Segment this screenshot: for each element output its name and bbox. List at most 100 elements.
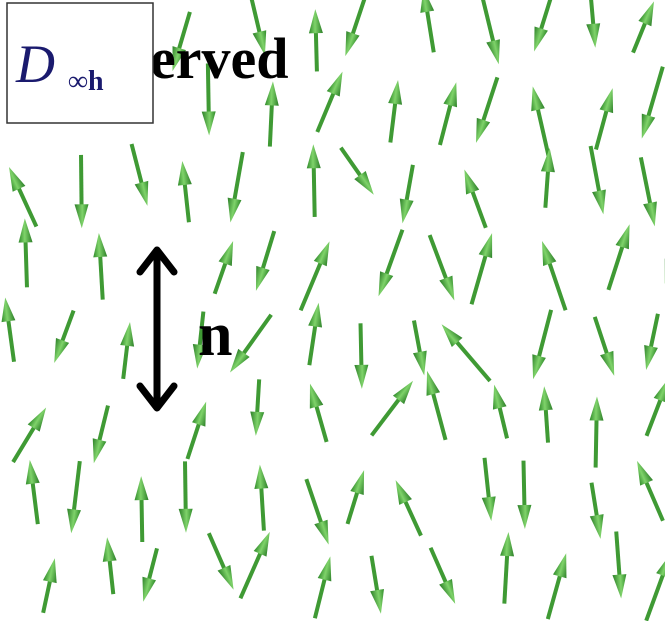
arrow-head	[590, 514, 608, 540]
arrow-shaft	[596, 414, 597, 467]
arrow-head	[23, 459, 40, 485]
molecule-arrow	[300, 477, 336, 547]
arrow-head	[75, 204, 89, 228]
arrow-head	[612, 574, 628, 599]
molecule-arrow	[365, 555, 388, 615]
arrow-head	[120, 321, 137, 346]
arrow-head	[553, 551, 573, 578]
molecule-arrow	[294, 239, 336, 313]
molecule-arrow	[335, 144, 379, 199]
molecule-arrow	[234, 529, 276, 601]
arrow-head	[370, 589, 388, 615]
arrow-head	[590, 396, 604, 420]
arrow-head	[100, 537, 117, 562]
arrow-shaft	[261, 483, 264, 531]
molecule-arrow	[407, 319, 431, 377]
molecule-arrow	[640, 375, 665, 438]
arrow-head	[64, 509, 81, 534]
symmetry-symbol: D	[15, 34, 55, 94]
molecule-arrow	[526, 308, 558, 381]
molecule-arrow	[125, 142, 154, 207]
molecule-arrow	[341, 468, 371, 526]
arrow-head	[643, 201, 661, 227]
arrow-head	[92, 233, 107, 258]
molecule-arrow	[74, 155, 89, 229]
molecule-arrow	[585, 482, 608, 540]
arrow-shaft	[523, 461, 524, 511]
molecule-arrow	[308, 9, 324, 72]
arrow-shaft	[234, 152, 243, 205]
arrow-shaft	[647, 67, 663, 122]
molecule-arrow	[23, 459, 45, 525]
arrow-shaft	[647, 395, 663, 436]
arrow-head	[218, 565, 240, 593]
molecule-arrow	[417, 0, 441, 53]
arrow-head	[600, 351, 621, 378]
molecule-arrow	[458, 167, 493, 230]
arrow-shaft	[595, 317, 609, 359]
arrow-shaft	[548, 258, 566, 310]
arrow-shaft	[608, 241, 624, 289]
molecule-arrow	[538, 147, 556, 208]
arrow-shaft	[351, 0, 365, 39]
arrow-head	[526, 354, 546, 381]
arrow-head	[500, 532, 515, 557]
arrow-shaft	[13, 423, 37, 462]
molecule-arrow	[537, 386, 555, 443]
arrow-shaft	[301, 258, 323, 310]
molecule-arrow	[18, 218, 34, 287]
arrow-head	[487, 383, 506, 410]
molecule-arrow	[535, 239, 572, 313]
arrow-shaft	[361, 323, 362, 371]
arrow-shaft	[453, 338, 490, 381]
arrow-shaft	[390, 98, 395, 143]
arrow-shaft	[485, 458, 490, 503]
molecule-arrow	[478, 457, 499, 522]
arrow-head	[249, 266, 269, 293]
arrow-shaft	[185, 461, 186, 514]
molecule-arrow	[396, 164, 420, 225]
molecule-arrow	[627, 0, 661, 55]
molecule-arrow	[634, 156, 662, 228]
arrow-shaft	[309, 321, 316, 366]
arrow-head	[413, 351, 431, 377]
arrow-head	[308, 302, 325, 328]
arrow-shaft	[187, 419, 200, 459]
arrow-head	[592, 190, 610, 216]
molecule-arrow	[658, 224, 665, 285]
arrow-shaft	[184, 179, 189, 222]
molecule-arrow	[249, 379, 266, 436]
arrow-shaft	[641, 157, 651, 208]
molecule-arrow	[640, 551, 665, 621]
arrow-head	[254, 529, 276, 557]
molecule-arrow	[253, 464, 271, 531]
arrow-shaft	[371, 556, 378, 596]
arrow-shaft	[270, 99, 272, 146]
molecule-arrow	[0, 297, 21, 363]
molecule-arrow	[516, 460, 531, 529]
arrow-head	[482, 496, 498, 521]
background-text: erved	[150, 26, 289, 91]
arrow-head	[135, 181, 155, 208]
arrow-shaft	[306, 479, 323, 528]
arrow-head	[635, 114, 655, 141]
molecule-arrow	[588, 315, 621, 378]
arrow-shaft	[8, 315, 14, 361]
arrow-head	[372, 271, 393, 298]
molecule-arrow	[7, 404, 52, 466]
arrow-head	[28, 404, 52, 432]
arrow-shaft	[504, 550, 507, 604]
arrow-shaft	[403, 497, 421, 536]
arrow-shaft	[385, 230, 403, 280]
arrow-head	[388, 79, 405, 105]
arrow-field: erved D ∞h n	[0, 0, 665, 621]
arrow-head	[314, 239, 336, 267]
arrow-head	[202, 111, 216, 135]
arrow-shaft	[538, 310, 552, 362]
arrow-head	[535, 239, 556, 266]
arrow-head	[48, 338, 69, 365]
arrow-head	[192, 399, 213, 426]
arrow-head	[253, 464, 268, 489]
arrow-head	[354, 365, 368, 389]
arrow-shaft	[472, 250, 488, 304]
